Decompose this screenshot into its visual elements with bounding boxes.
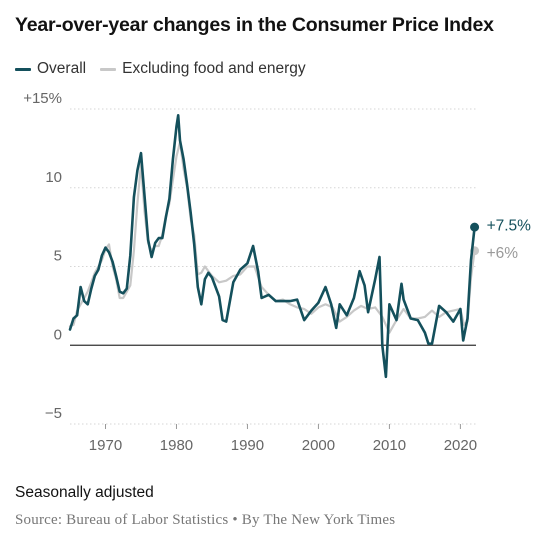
legend-item-overall: Overall: [15, 60, 86, 78]
x-tick-label: 1990: [231, 437, 264, 454]
end-label-overall: +7.5%: [487, 218, 532, 235]
end-point-overall: [470, 222, 480, 232]
legend-swatch-overall: [15, 67, 31, 71]
end-label-core: +6%: [487, 245, 519, 262]
legend-label-core: Excluding food and energy: [122, 60, 306, 77]
y-tick-label: 10: [45, 169, 62, 186]
x-tick-label: 1980: [160, 437, 193, 454]
label-layer: +15% 10 5 0 −5 1970 1980 1990 2000 2010 2020 +6% +7.…: [23, 92, 531, 454]
chart-title: Year-over-year changes in the Consumer P…: [15, 14, 494, 36]
footnote: Seasonally adjusted: [15, 484, 154, 501]
series-line-overall: [68, 113, 476, 379]
y-tick-label: −5: [45, 405, 62, 422]
x-tick-label: 2000: [302, 437, 335, 454]
legend-label-overall: Overall: [37, 60, 87, 77]
legend-item-core: Excluding food and energy: [100, 60, 306, 78]
legend-swatch-core: [100, 67, 117, 71]
x-tick-label: 2020: [444, 437, 477, 454]
y-tick-label: 0: [54, 326, 62, 343]
x-tick-label: 2010: [373, 437, 406, 454]
source-credit: Source: Bureau of Labor Statistics • By …: [15, 512, 396, 528]
grid-layer: [70, 108, 476, 429]
series-layer: [68, 113, 480, 379]
y-tick-label: 5: [54, 248, 62, 265]
y-tick-label: +15%: [23, 92, 62, 107]
legend: Overall Excluding food and energy: [15, 58, 320, 80]
cpi-line-chart: +15% 10 5 0 −5 1970 1980 1990 2000 2010 2020 +6% +7.…: [23, 92, 531, 454]
x-tick-label: 1970: [89, 437, 122, 454]
